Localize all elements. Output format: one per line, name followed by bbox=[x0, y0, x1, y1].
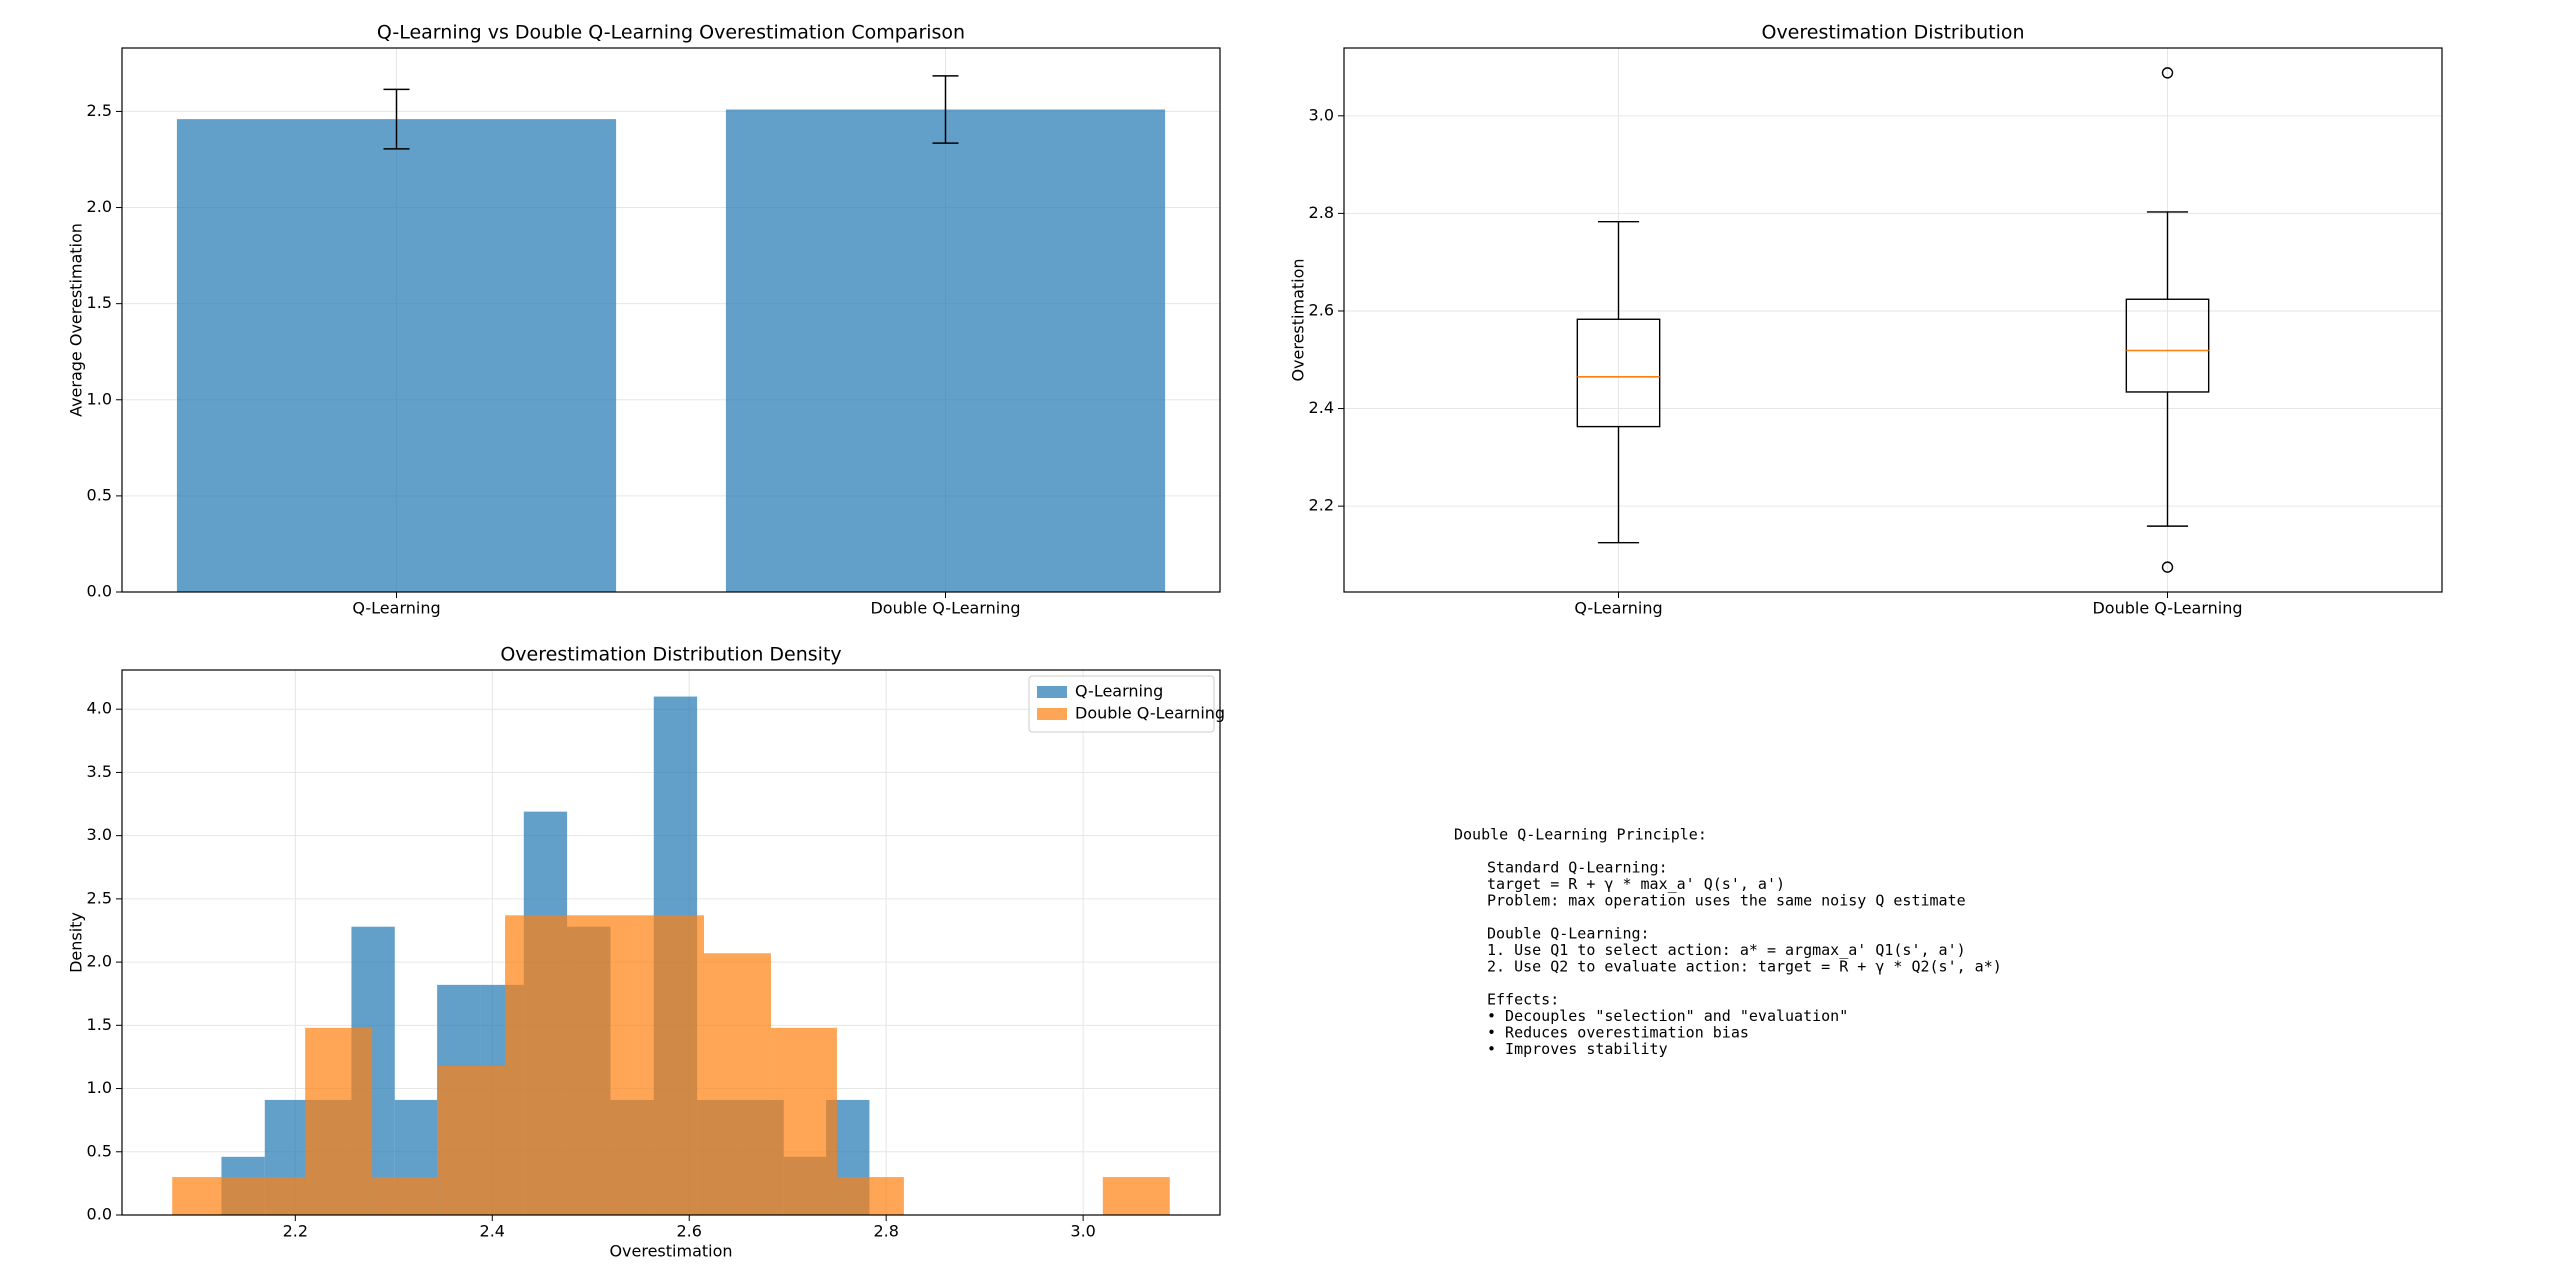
chart-title: Overestimation Distribution Density bbox=[500, 644, 841, 666]
x-tick-label: Double Q-Learning bbox=[870, 599, 1020, 618]
chart-title: Overestimation Distribution bbox=[1761, 22, 2024, 44]
text-box-line: • Decouples "selection" and "evaluation" bbox=[1487, 1007, 1848, 1025]
histogram-bar bbox=[505, 915, 572, 1215]
y-tick-label: 3.5 bbox=[87, 762, 112, 781]
histogram-bar bbox=[703, 953, 771, 1215]
box bbox=[2125, 298, 2210, 393]
y-tick-label: 2.5 bbox=[87, 888, 112, 907]
legend-label: Q-Learning bbox=[1075, 682, 1163, 701]
y-tick-label: 2.0 bbox=[87, 197, 112, 216]
legend-box bbox=[1028, 675, 1215, 733]
y-tick-label: 1.0 bbox=[87, 389, 112, 408]
histogram-bar bbox=[638, 915, 704, 1215]
y-tick-label: 2.2 bbox=[1309, 496, 1334, 515]
y-tick-label: 0.5 bbox=[87, 1141, 112, 1160]
axes-frame bbox=[1343, 47, 2443, 593]
text-box-line: Problem: max operation uses the same noi… bbox=[1487, 892, 1966, 910]
legend-swatch bbox=[1037, 708, 1067, 720]
legend-swatch bbox=[1037, 686, 1067, 698]
text-box-line: • Reduces overestimation bias bbox=[1487, 1024, 1749, 1042]
x-tick-label: 2.6 bbox=[676, 1222, 701, 1241]
text-box-line: 2. Use Q2 to evaluate action: target = R… bbox=[1487, 958, 2002, 976]
text-box-line: 1. Use Q1 to select action: a* = argmax_… bbox=[1487, 941, 1966, 959]
x-axis-label: Overestimation bbox=[609, 1242, 732, 1261]
x-tick-label: Q-Learning bbox=[352, 599, 440, 618]
axes-frame bbox=[121, 47, 1221, 593]
histogram-bar bbox=[438, 1065, 506, 1215]
text-box-line: • Improves stability bbox=[1487, 1040, 1668, 1058]
axes-frame bbox=[121, 669, 1221, 1216]
histogram-bar bbox=[571, 915, 639, 1215]
y-axis-label: Density bbox=[67, 912, 86, 973]
y-tick-label: 2.5 bbox=[87, 101, 112, 120]
histogram-bar bbox=[239, 1177, 306, 1215]
x-tick-label: Q-Learning bbox=[1574, 599, 1662, 618]
x-tick-label: 3.0 bbox=[1070, 1222, 1095, 1241]
y-tick-label: 2.4 bbox=[1309, 398, 1334, 417]
y-tick-label: 3.0 bbox=[1309, 105, 1334, 124]
y-tick-label: 0.5 bbox=[87, 485, 112, 504]
text-box-line: Effects: bbox=[1487, 991, 1559, 1009]
bar bbox=[176, 119, 617, 593]
chart-title: Q-Learning vs Double Q-Learning Overesti… bbox=[377, 22, 965, 44]
x-tick-label: 2.2 bbox=[283, 1222, 308, 1241]
x-tick-label: 2.4 bbox=[480, 1222, 505, 1241]
y-tick-label: 1.0 bbox=[87, 1078, 112, 1097]
x-tick-label: Double Q-Learning bbox=[2092, 599, 2242, 618]
y-tick-label: 0.0 bbox=[87, 1205, 112, 1224]
text-box-line: Double Q-Learning: bbox=[1487, 925, 1650, 943]
histogram-bar bbox=[836, 1177, 904, 1215]
y-tick-label: 3.0 bbox=[87, 825, 112, 844]
text-box-line: target = R + γ * max_a' Q(s', a') bbox=[1487, 875, 1785, 893]
box bbox=[1576, 318, 1661, 428]
outlier bbox=[2161, 67, 2174, 79]
text-box-title: Double Q-Learning Principle: bbox=[1454, 826, 1707, 844]
y-axis-label: Average Overestimation bbox=[67, 223, 86, 417]
y-tick-label: 4.0 bbox=[87, 699, 112, 718]
bar bbox=[725, 109, 1166, 593]
y-tick-label: 1.5 bbox=[87, 1015, 112, 1034]
histogram-bar bbox=[770, 1027, 837, 1215]
y-tick-label: 2.0 bbox=[87, 952, 112, 971]
x-tick-label: 2.8 bbox=[873, 1222, 898, 1241]
histogram-bar bbox=[1102, 1177, 1170, 1215]
text-box-line: Standard Q-Learning: bbox=[1487, 859, 1668, 877]
legend-label: Double Q-Learning bbox=[1075, 704, 1225, 723]
histogram-bar bbox=[172, 1177, 240, 1215]
y-tick-label: 2.6 bbox=[1309, 300, 1334, 319]
y-tick-label: 1.5 bbox=[87, 293, 112, 312]
y-tick-label: 2.8 bbox=[1309, 203, 1334, 222]
histogram-bar bbox=[372, 1177, 439, 1215]
outlier bbox=[2161, 561, 2174, 573]
y-tick-label: 0.0 bbox=[87, 582, 112, 601]
histogram-bar bbox=[305, 1027, 373, 1215]
y-axis-label: Overestimation bbox=[1289, 258, 1308, 381]
